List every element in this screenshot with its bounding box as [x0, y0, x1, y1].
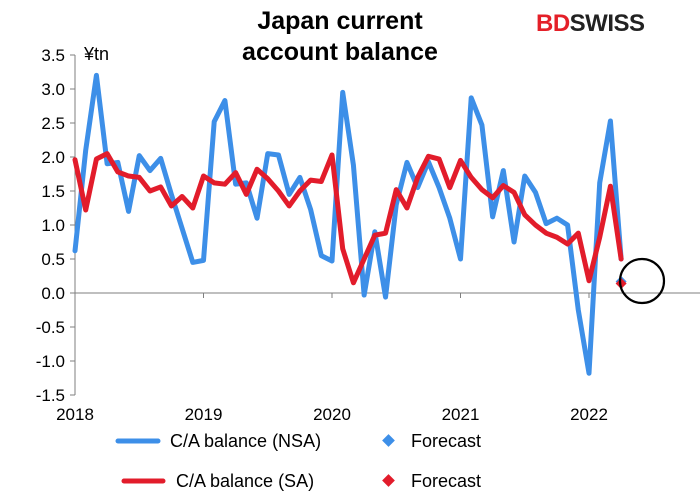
series-line-nsa	[72, 72, 624, 376]
y-tick-label: 3.5	[41, 46, 65, 65]
y-tick-label: 3.0	[41, 80, 65, 99]
y-tick-label: -0.5	[36, 318, 65, 337]
brand-logo-part-2: SWISS	[569, 10, 645, 37]
legend-swatch-nsa-forecast	[382, 434, 395, 447]
x-axis: 2018 2019 2020 2021 2022	[56, 292, 700, 424]
chart-title-line-2: account balance	[242, 38, 438, 66]
legend-label-nsa-forecast: Forecast	[411, 431, 481, 451]
legend-item-nsa-forecast: Forecast	[382, 431, 481, 451]
x-tick-label: 2018	[56, 405, 94, 424]
series-lines	[72, 72, 624, 376]
y-tick-label: 2.0	[41, 148, 65, 167]
legend-swatch-sa-forecast	[382, 474, 395, 487]
chart-title-line-1: Japan current	[257, 7, 423, 35]
y-tick-label: 0.0	[41, 284, 65, 303]
forecast-highlight-circle	[618, 257, 666, 305]
x-tick-label: 2021	[442, 405, 480, 424]
y-tick-label: 1.5	[41, 182, 65, 201]
y-tick-label: 2.5	[41, 114, 65, 133]
x-tick-label: 2022	[570, 405, 608, 424]
legend-label-sa: C/A balance (SA)	[176, 471, 314, 491]
x-tick-label: 2019	[185, 405, 223, 424]
brand-logo-part-1: BD	[536, 10, 570, 37]
legend-item-nsa: C/A balance (NSA)	[115, 431, 321, 451]
brand-logo: BDSWISS	[536, 10, 645, 38]
legend-label-sa-forecast: Forecast	[411, 471, 481, 491]
y-axis: -1.5 -1.0 -0.5 0.0 0.5 1.0 1.5 2.0 2.5 3.0 3.5	[36, 46, 76, 405]
legend-item-sa: C/A balance (SA)	[121, 471, 314, 491]
y-tick-label: -1.0	[36, 352, 65, 371]
y-axis-unit-label: ¥tn	[83, 44, 109, 64]
y-tick-label: 1.0	[41, 216, 65, 235]
legend: C/A balance (NSA) Forecast C/A balance (…	[115, 431, 481, 491]
x-tick-label: 2020	[313, 405, 351, 424]
series-line-sa	[72, 151, 624, 286]
chart-title: Japan current account balance	[190, 6, 490, 68]
legend-item-sa-forecast: Forecast	[382, 471, 481, 491]
y-tick-label: 0.5	[41, 250, 65, 269]
y-tick-label: -1.5	[36, 386, 65, 405]
legend-label-nsa: C/A balance (NSA)	[170, 431, 321, 451]
